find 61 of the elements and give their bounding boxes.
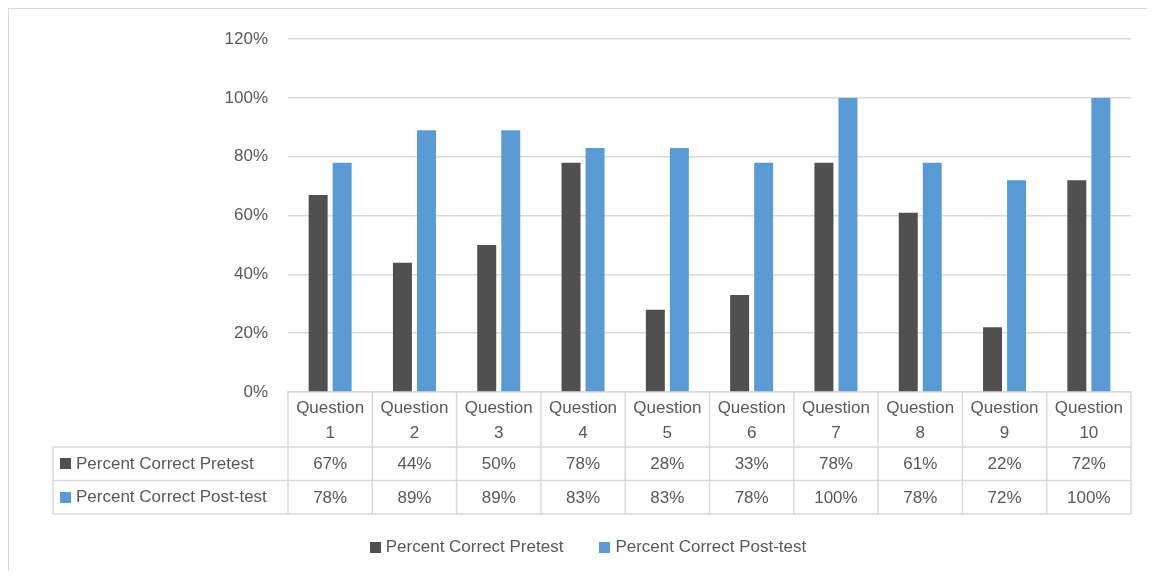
bar — [983, 327, 1003, 392]
bar — [477, 245, 497, 392]
data-label: 22% — [987, 454, 1022, 474]
data-label: 61% — [903, 454, 938, 474]
bar — [1007, 180, 1027, 392]
x-tick-label: Question 7 — [801, 398, 870, 443]
text: Percent Correct Pretest — [385, 537, 564, 556]
bar — [332, 162, 352, 392]
bar — [814, 162, 834, 392]
data-label: 28% — [650, 454, 685, 474]
bar — [754, 162, 774, 392]
data-label: 89% — [481, 487, 516, 507]
bar — [922, 162, 942, 392]
x-tick-label: Question 8 — [886, 398, 955, 443]
x-tick-label: Question 2 — [380, 398, 449, 443]
y-tick-label: 120% — [224, 28, 268, 48]
bar — [585, 147, 605, 392]
bar — [1067, 180, 1087, 392]
legend-label: Percent Correct Post-test — [76, 487, 267, 508]
y-tick-label: 40% — [233, 264, 268, 284]
bar — [1091, 98, 1111, 392]
data-label: 44% — [397, 454, 432, 474]
y-tick-label: 0% — [243, 381, 268, 401]
bar — [838, 98, 858, 392]
x-tick-label: Question 10 — [1054, 398, 1123, 443]
bar — [898, 212, 918, 392]
y-tick-label: 100% — [224, 87, 268, 107]
data-label: 67% — [313, 454, 348, 474]
data-label: 72% — [1071, 454, 1106, 474]
y-tick-label: 80% — [233, 146, 268, 166]
data-label: 78% — [566, 454, 601, 474]
data-label: 33% — [734, 454, 769, 474]
data-label: 78% — [903, 487, 938, 507]
data-label: 78% — [818, 454, 853, 474]
x-tick-label: Question 9 — [970, 398, 1039, 443]
data-label: 89% — [397, 487, 432, 507]
x-tick-label: Question 3 — [464, 398, 533, 443]
text: Percent Correct Post-test — [615, 537, 807, 556]
data-label: 50% — [481, 454, 516, 474]
x-tick-label: Question 5 — [633, 398, 702, 443]
bar — [561, 162, 581, 392]
y-tick-label: 20% — [233, 322, 268, 342]
x-tick-label: Question 1 — [296, 398, 365, 443]
bar — [416, 130, 436, 392]
data-label: 83% — [650, 487, 685, 507]
x-tick-label: Question 4 — [549, 398, 618, 443]
data-label: 100% — [1067, 487, 1111, 507]
data-label: 78% — [734, 487, 769, 507]
data-label: 83% — [566, 487, 601, 507]
y-tick-label: 60% — [233, 205, 268, 225]
bar — [392, 262, 412, 392]
legend-label: Percent Correct Pretest — [76, 453, 254, 474]
bar — [308, 195, 328, 392]
data-label: 100% — [814, 487, 858, 507]
bar — [669, 147, 689, 392]
data-label: 78% — [313, 487, 348, 507]
bar — [645, 309, 665, 392]
bar — [501, 130, 521, 392]
bar — [730, 294, 750, 392]
x-tick-label: Question 6 — [717, 398, 786, 443]
data-label: 72% — [987, 487, 1022, 507]
